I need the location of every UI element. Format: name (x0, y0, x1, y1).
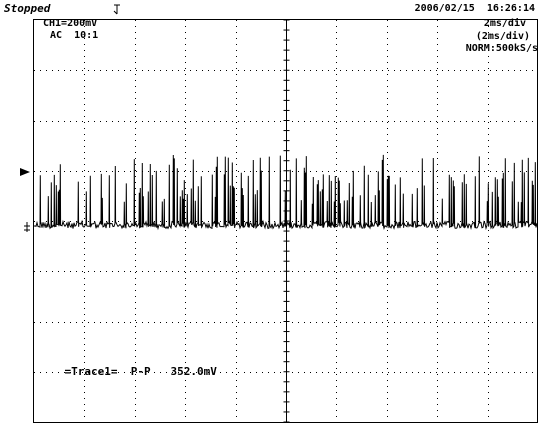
acquisition-status: Stopped (4, 2, 51, 15)
sample-rate-readout: NORM:500kS/s (465, 43, 538, 54)
measurement-value: 352.0mV (170, 365, 217, 378)
trigger-position-icon (113, 4, 120, 15)
measurement-type: P-P (130, 365, 151, 378)
date-time-readout: 2006/02/15 16:26:14 (414, 3, 535, 14)
trigger-level-arrow-icon (20, 168, 30, 176)
ch1-waveform-trace (33, 154, 538, 231)
measurement-readout: =Trace1= P-P 352.0mV (38, 355, 217, 388)
ch1-trace-path (33, 154, 538, 231)
graticule-grid (34, 19, 538, 423)
measurement-trace-label: =Trace1= (64, 365, 118, 378)
channel-markers (20, 4, 120, 232)
timebase-readout: 2ms/div (483, 18, 526, 29)
ch1-coupling-probe: AC 10:1 (50, 30, 99, 41)
ch1-volts-per-div: CH1=200mV (43, 18, 98, 29)
ground-marker-icon (24, 222, 30, 232)
timebase-secondary-readout: (2ms/div) (475, 31, 530, 42)
